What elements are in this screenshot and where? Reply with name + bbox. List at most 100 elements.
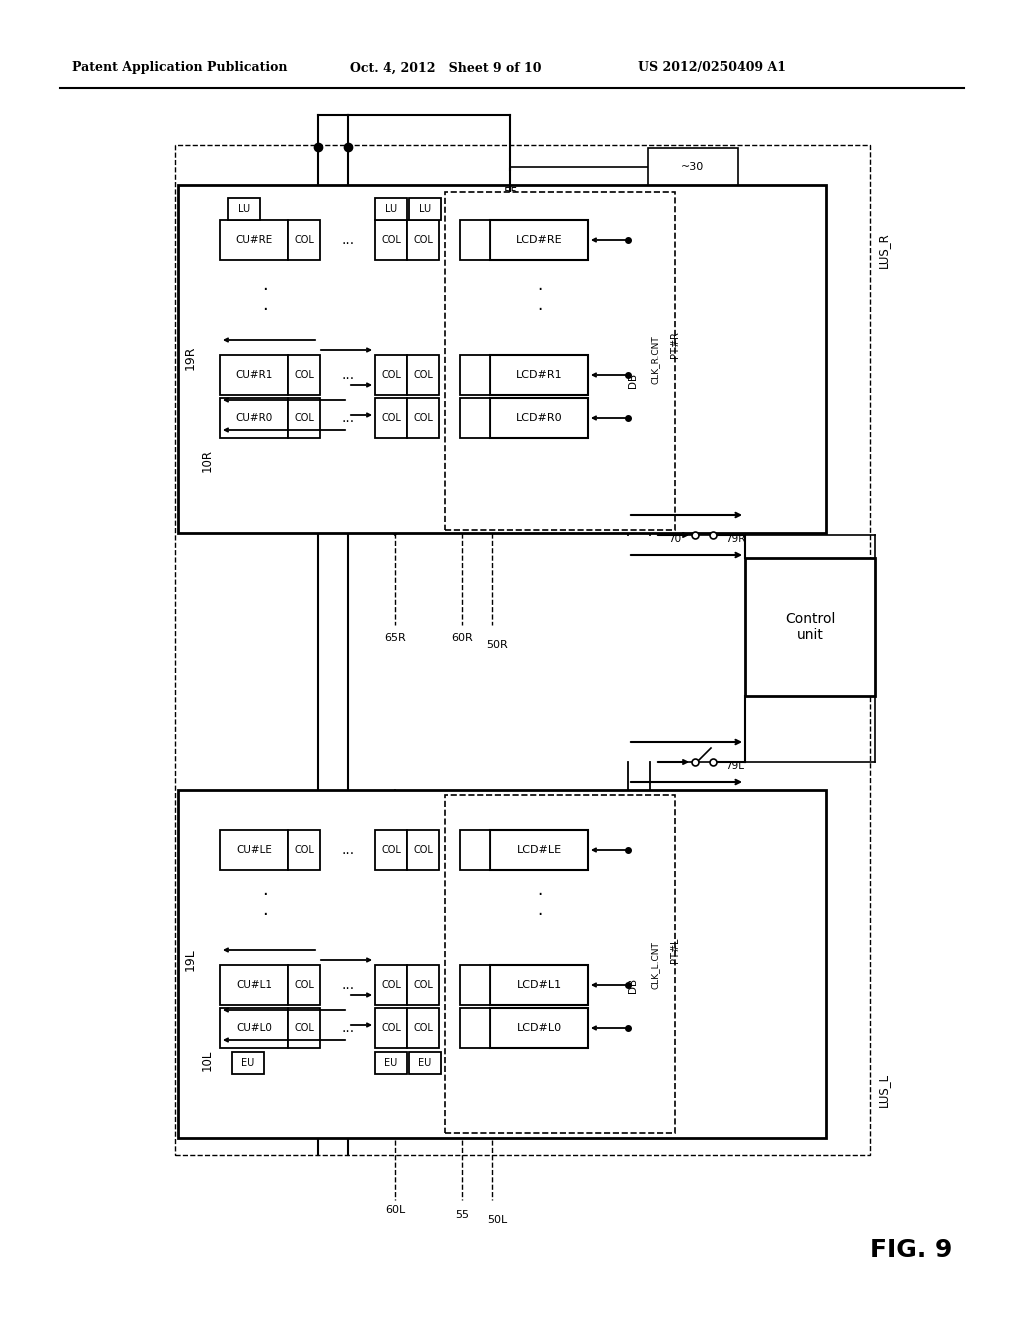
Text: 55: 55 [503,186,517,198]
Bar [490,355,588,395]
Text: PR: PR [469,845,481,855]
Text: ...: ... [341,843,354,857]
Text: 19R: 19R [183,346,197,370]
Text: 50R: 50R [486,640,508,649]
Text: Patent Application Publication: Patent Application Publication [72,62,288,74]
Bar [375,830,407,870]
Text: ...: ... [341,368,354,381]
Text: LUS_L: LUS_L [877,1073,890,1107]
Bar [490,830,588,870]
Text: COL: COL [294,413,314,422]
Bar [220,399,288,438]
Bar [375,355,407,395]
Bar [178,789,826,1138]
Text: Control
unit: Control unit [784,612,836,642]
Text: COL: COL [413,1023,433,1034]
Text: 10R: 10R [201,449,213,471]
Bar [232,1052,264,1074]
Bar [460,1008,490,1048]
Bar [220,355,288,395]
Text: PR: PR [469,235,481,246]
Text: COL: COL [413,979,433,990]
Text: COL: COL [413,413,433,422]
Bar [460,399,490,438]
Text: COL: COL [381,1023,401,1034]
Bar [288,399,319,438]
Text: PR: PR [469,1023,481,1034]
Bar [175,145,870,1155]
Text: EU: EU [419,1059,432,1068]
Bar [490,965,588,1005]
Text: CU#L0: CU#L0 [237,1023,272,1034]
Bar [178,185,826,533]
Text: 60R: 60R [452,634,473,643]
Bar [460,830,490,870]
Bar [409,198,441,220]
Text: LU: LU [385,205,397,214]
Bar [288,965,319,1005]
Text: 19L: 19L [183,949,197,972]
Text: LCD#R1: LCD#R1 [516,370,562,380]
Text: COL: COL [381,979,401,990]
Text: COL: COL [413,845,433,855]
Bar [220,220,288,260]
Text: LUS_R: LUS_R [877,232,890,268]
Text: 79R: 79R [725,535,745,544]
Bar [490,399,588,438]
Text: COL: COL [294,370,314,380]
Bar [745,558,874,696]
Text: ·
·: · · [538,886,543,924]
Bar [407,965,439,1005]
Bar [460,965,490,1005]
Bar [220,965,288,1005]
Text: ...: ... [341,234,354,247]
Text: COL: COL [381,370,401,380]
Text: LU: LU [238,205,250,214]
Bar [460,220,490,260]
Text: ...: ... [341,1020,354,1035]
Text: LCD#LE: LCD#LE [516,845,561,855]
Text: LCD#L0: LCD#L0 [516,1023,561,1034]
Text: CU#L1: CU#L1 [236,979,272,990]
Text: COL: COL [413,370,433,380]
Text: LCD#RE: LCD#RE [516,235,562,246]
Text: 10L: 10L [201,1049,213,1071]
Text: CU#R1: CU#R1 [236,370,272,380]
Bar [407,1008,439,1048]
Text: 79L: 79L [725,762,744,771]
Bar [220,1008,288,1048]
Bar [288,220,319,260]
Text: LCD#L1: LCD#L1 [516,979,561,990]
Bar [445,795,675,1133]
Bar [407,399,439,438]
Text: 60L: 60L [385,1205,406,1214]
Text: PT#R: PT#R [670,331,680,359]
Bar [375,198,407,220]
Text: ...: ... [341,411,354,425]
Text: 65R: 65R [384,634,406,643]
Bar [460,355,490,395]
Text: ...: ... [341,978,354,993]
Text: COL: COL [413,235,433,246]
Text: COL: COL [381,845,401,855]
Text: US 2012/0250409 A1: US 2012/0250409 A1 [638,62,786,74]
Text: EU: EU [384,1059,397,1068]
Text: EU: EU [242,1059,255,1068]
Text: ~30: ~30 [681,162,705,172]
Text: Oct. 4, 2012   Sheet 9 of 10: Oct. 4, 2012 Sheet 9 of 10 [350,62,542,74]
Text: COL: COL [381,413,401,422]
Bar [375,220,407,260]
Text: 55: 55 [455,1210,469,1220]
Bar [407,830,439,870]
Text: FIG. 9: FIG. 9 [870,1238,952,1262]
Bar [375,1052,407,1074]
Bar [648,148,738,186]
Text: CU#R0: CU#R0 [236,413,272,422]
Bar [490,220,588,260]
Text: COL: COL [294,235,314,246]
Text: PR: PR [469,370,481,380]
Text: ·
·: · · [262,886,268,924]
Bar [445,191,675,531]
Text: 70: 70 [669,535,682,544]
Bar [220,830,288,870]
